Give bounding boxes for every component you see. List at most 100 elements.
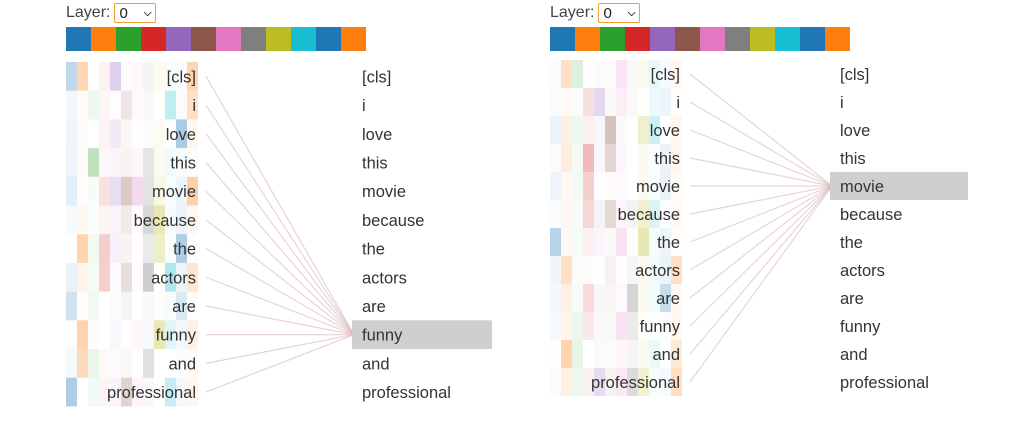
left-token[interactable]: and — [168, 355, 196, 373]
head-swatch-7[interactable] — [241, 27, 266, 51]
heatmap-cell — [594, 172, 605, 200]
heatmap-cell — [99, 377, 110, 407]
right-token[interactable]: are — [840, 290, 864, 308]
head-swatch-4[interactable] — [166, 27, 191, 51]
attention-line — [689, 73, 833, 187]
heatmap-cell — [671, 144, 682, 172]
right-token[interactable]: the — [362, 241, 385, 259]
right-token[interactable]: the — [840, 234, 863, 252]
head-swatch-6[interactable] — [216, 27, 241, 51]
head-swatch-9[interactable] — [775, 27, 800, 51]
head-swatch-10[interactable] — [316, 27, 341, 51]
left-token[interactable]: [cls] — [167, 68, 196, 86]
right-token[interactable]: [cls] — [362, 68, 391, 86]
heatmap-cell — [594, 340, 605, 368]
heatmap-cell — [638, 284, 649, 312]
heatmap-cell — [176, 377, 187, 407]
right-token[interactable]: love — [840, 122, 870, 140]
right-token[interactable]: this — [840, 150, 866, 168]
left-token[interactable]: professional — [107, 384, 196, 402]
heatmap-cell — [627, 284, 638, 312]
left-token[interactable]: this — [654, 150, 680, 168]
left-token[interactable]: and — [652, 346, 680, 364]
left-token[interactable]: actors — [151, 269, 196, 287]
heatmap-cell — [649, 200, 660, 228]
left-token[interactable]: the — [657, 234, 680, 252]
heatmap-cell — [616, 200, 627, 228]
right-token[interactable]: movie — [840, 178, 884, 196]
head-swatch-5[interactable] — [675, 27, 700, 51]
left-token[interactable]: are — [656, 290, 680, 308]
right-token[interactable]: this — [362, 154, 388, 172]
heatmap-cell — [110, 263, 121, 292]
heatmap-cell — [88, 148, 99, 177]
right-token[interactable]: professional — [840, 374, 929, 392]
left-token[interactable]: i — [192, 97, 196, 115]
left-token[interactable]: are — [172, 298, 196, 316]
heatmap-cell — [572, 368, 583, 396]
head-swatch-8[interactable] — [266, 27, 291, 51]
head-swatch-2[interactable] — [116, 27, 141, 51]
head-swatch-0[interactable] — [550, 27, 575, 51]
right-token[interactable]: actors — [362, 269, 407, 287]
right-token[interactable]: are — [362, 298, 386, 316]
head-swatch-6[interactable] — [700, 27, 725, 51]
right-token[interactable]: professional — [362, 384, 451, 402]
left-token[interactable]: because — [134, 212, 196, 230]
head-swatch-5[interactable] — [191, 27, 216, 51]
right-token[interactable]: i — [362, 97, 366, 115]
heatmap-cell — [616, 256, 627, 284]
heatmap-cell — [176, 205, 187, 235]
layer-select[interactable]: 0 ⌵ — [598, 3, 641, 23]
heatmap-cell — [561, 200, 572, 228]
right-token[interactable]: and — [840, 346, 868, 364]
left-token[interactable]: love — [650, 122, 680, 140]
heatmap-cell — [99, 119, 110, 149]
heatmap-cell — [66, 90, 77, 120]
left-token[interactable]: actors — [635, 262, 680, 280]
right-token[interactable]: funny — [840, 318, 881, 336]
left-token[interactable]: movie — [152, 183, 196, 201]
left-token[interactable]: professional — [591, 374, 680, 392]
right-token[interactable]: because — [362, 212, 424, 230]
right-token[interactable]: funny — [362, 327, 403, 345]
left-token[interactable]: [cls] — [651, 66, 680, 84]
head-swatch-1[interactable] — [575, 27, 600, 51]
head-swatch-11[interactable] — [341, 27, 366, 51]
head-swatch-2[interactable] — [600, 27, 625, 51]
right-token[interactable]: [cls] — [840, 66, 869, 84]
heatmap-cell — [176, 262, 187, 292]
right-token[interactable]: i — [840, 94, 844, 112]
left-token[interactable]: movie — [636, 178, 680, 196]
head-swatch-9[interactable] — [291, 27, 316, 51]
left-token[interactable]: the — [173, 241, 196, 259]
heatmap-cell — [627, 340, 638, 368]
head-swatch-11[interactable] — [825, 27, 850, 51]
head-swatch-0[interactable] — [66, 27, 91, 51]
left-token[interactable]: love — [166, 126, 196, 144]
heatmap-cell — [594, 312, 605, 340]
left-token[interactable]: funny — [640, 318, 681, 336]
head-swatch-3[interactable] — [141, 27, 166, 51]
left-token[interactable]: i — [676, 94, 680, 112]
right-token[interactable]: because — [840, 206, 902, 224]
left-token[interactable]: this — [170, 154, 196, 172]
head-swatch-10[interactable] — [800, 27, 825, 51]
right-token[interactable]: movie — [362, 183, 406, 201]
left-token[interactable]: because — [618, 206, 680, 224]
head-swatch-3[interactable] — [625, 27, 650, 51]
heatmap-cell — [638, 228, 649, 256]
heatmap-cell — [110, 148, 121, 177]
head-swatch-1[interactable] — [91, 27, 116, 51]
head-swatch-4[interactable] — [650, 27, 675, 51]
right-token[interactable]: love — [362, 126, 392, 144]
left-token[interactable]: funny — [156, 327, 197, 345]
heatmap-cell — [561, 256, 572, 284]
heatmap-cell — [572, 200, 583, 228]
right-token[interactable]: and — [362, 355, 390, 373]
attention-visualization: [cls] i love this movie because the actors are fu… — [66, 62, 492, 407]
head-swatch-7[interactable] — [725, 27, 750, 51]
right-token[interactable]: actors — [840, 262, 885, 280]
layer-select[interactable]: 0 ⌵ — [114, 3, 157, 23]
head-swatch-8[interactable] — [750, 27, 775, 51]
